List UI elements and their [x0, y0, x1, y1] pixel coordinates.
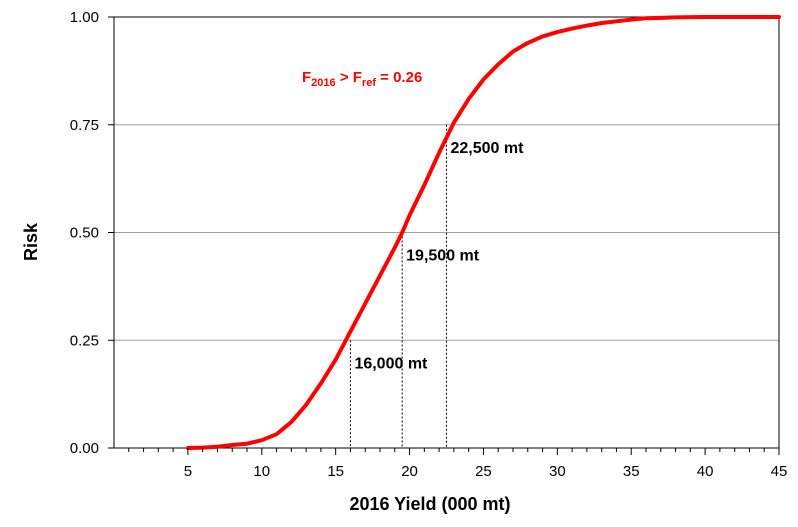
y-tick-label-3: 0.75 — [70, 117, 99, 134]
x-tick-label-5: 30 — [549, 463, 566, 480]
risk-annotation-eq: = — [376, 69, 393, 86]
marker-label-1: 19,500 mt — [406, 248, 480, 265]
risk-annotation-f: F — [302, 69, 311, 86]
risk-annotation: F2016 > Fref = 0.26 — [302, 69, 422, 89]
x-axis-title: 2016 Yield (000 mt) — [349, 494, 510, 514]
x-tick-label-0: 5 — [184, 463, 192, 480]
y-axis-title: Risk — [21, 222, 41, 261]
x-tick-label-2: 15 — [327, 463, 344, 480]
axis-ticks — [108, 16, 780, 455]
y-tick-label-2: 0.50 — [70, 225, 99, 242]
tick-labels: 0.00 0.25 0.50 0.75 1.00 5 10 15 20 25 30 35 40 45 — [70, 9, 788, 480]
risk-annotation-op: > F — [336, 69, 362, 86]
x-tick-label-8: 45 — [771, 463, 788, 480]
risk-annotation-ref-sub: ref — [362, 77, 376, 89]
plot-area: 16,000 mt 19,500 mt 22,500 mt — [113, 15, 781, 450]
x-tick-label-4: 25 — [475, 463, 492, 480]
risk-annotation-f-sub: 2016 — [311, 77, 335, 89]
marker-label-0: 16,000 mt — [354, 355, 428, 372]
x-tick-label-6: 35 — [623, 463, 640, 480]
x-tick-label-3: 20 — [401, 463, 418, 480]
y-tick-label-4: 1.00 — [70, 9, 99, 26]
x-tick-label-7: 40 — [697, 463, 714, 480]
series-line-0 — [185, 15, 781, 450]
y-tick-label-1: 0.25 — [70, 332, 99, 349]
risk-annotation-value: 0.26 — [393, 69, 422, 86]
y-tick-label-0: 0.00 — [70, 440, 99, 457]
marker-label-2: 22,500 mt — [451, 140, 525, 157]
x-tick-label-1: 10 — [253, 463, 270, 480]
